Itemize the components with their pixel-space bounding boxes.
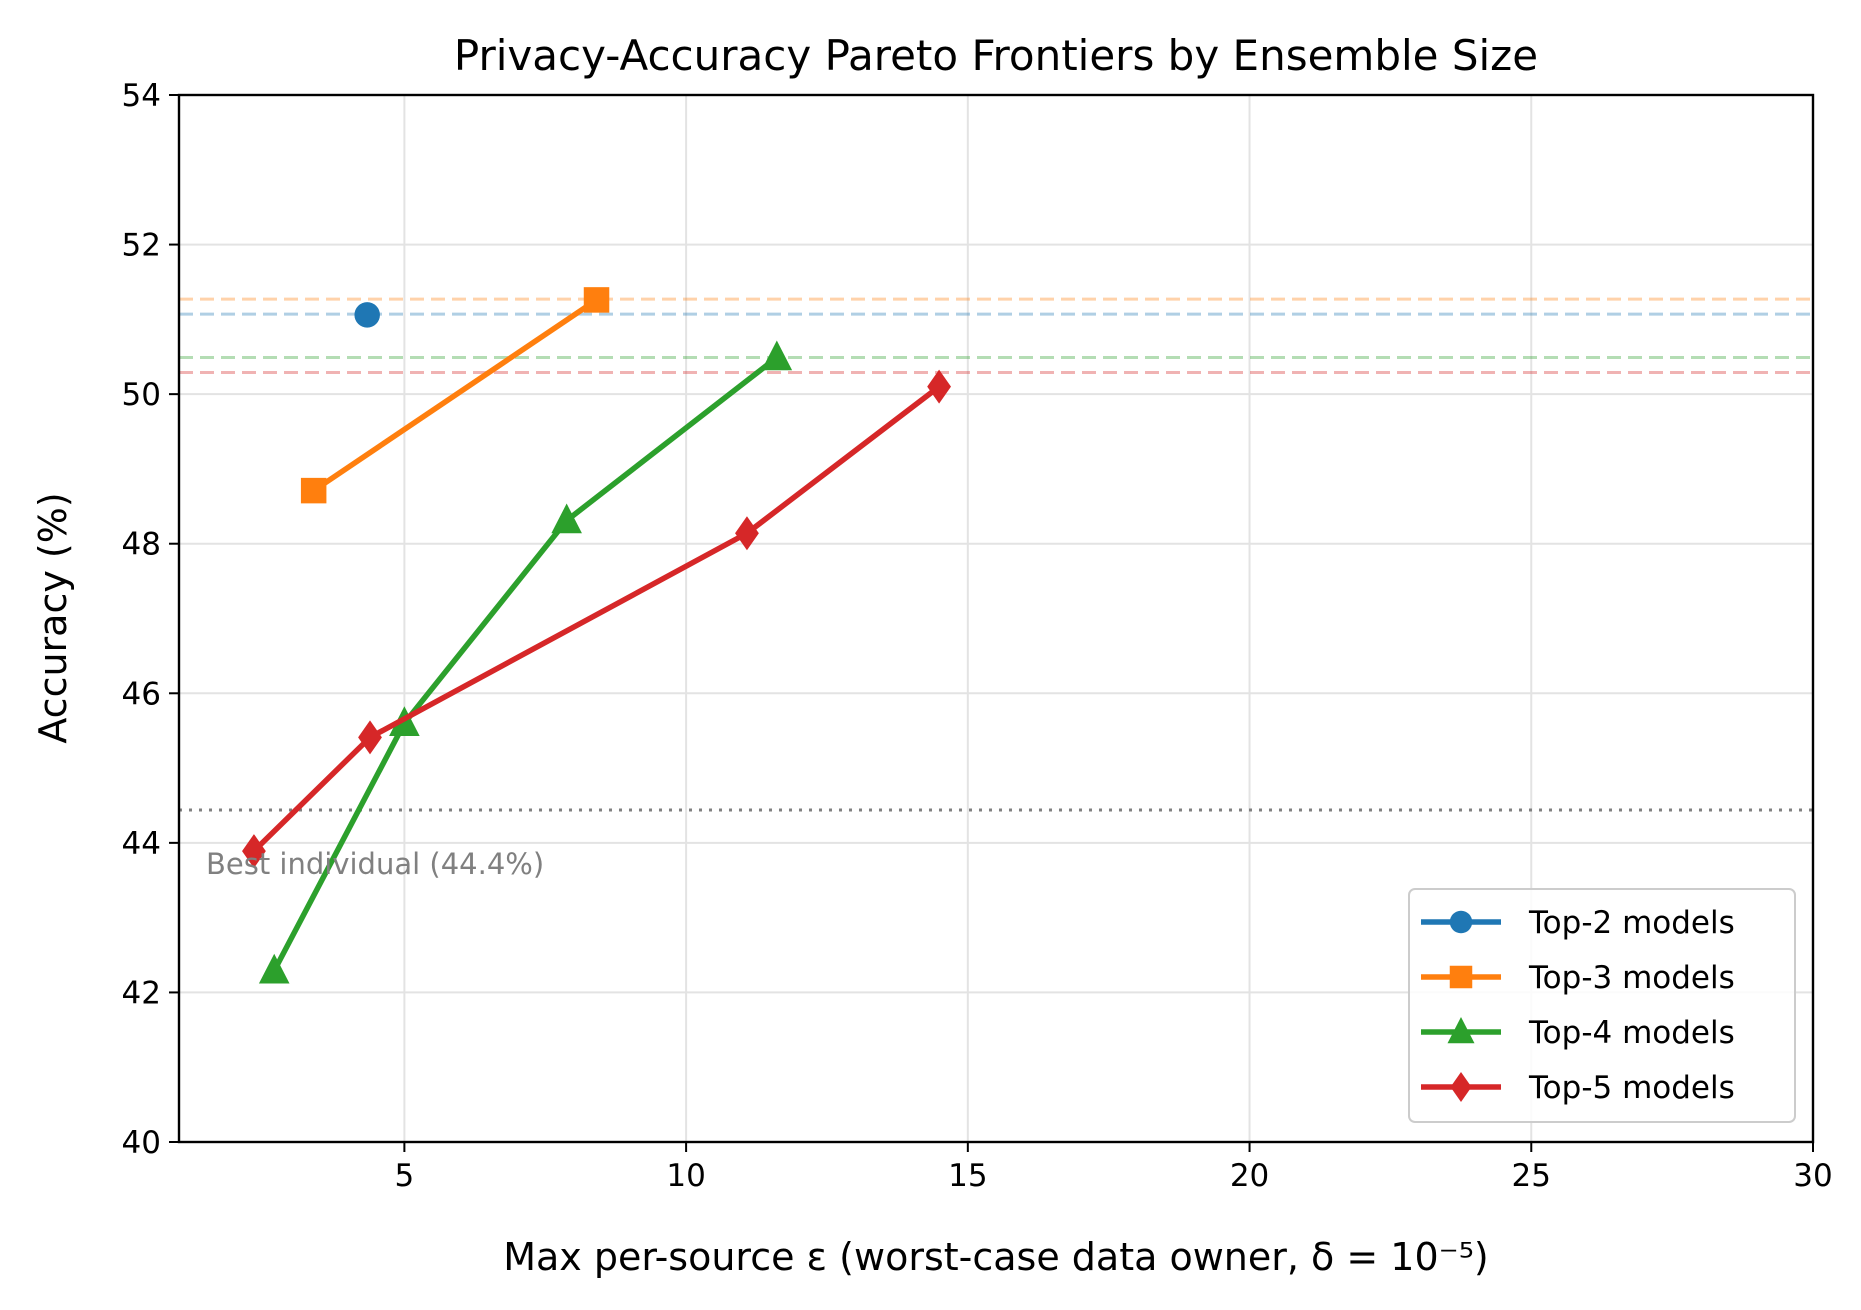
y-tick-label: 44 [122,826,161,862]
chart-title: Privacy-Accuracy Pareto Frontiers by Ens… [454,31,1538,80]
circle-marker [1449,910,1473,934]
series-line [312,297,599,493]
plot-frame [177,93,1815,1144]
y-axis-label: Accuracy (%) [31,492,75,743]
series-top-4-models [258,340,793,984]
triangle-marker [1447,1017,1475,1044]
x-tick-label: 10 [666,1158,705,1194]
y-tick-label: 50 [122,377,161,413]
legend: Top-2 models Top-3 models Top-4 models Top-… [1408,888,1796,1123]
circle-marker [354,302,380,328]
square-marker [583,287,610,313]
series-top-2-models [354,302,380,328]
x-tick-label: 20 [1230,1158,1269,1194]
y-tick-label: 54 [122,78,161,114]
diamond-marker [358,720,382,755]
series-line [252,384,941,854]
legend-label: Top-4 models [1528,1015,1735,1051]
x-tick-label: 30 [1793,1158,1832,1194]
x-tick-label: 5 [395,1158,415,1194]
x-tick-label: 25 [1512,1158,1551,1194]
triangle-marker [551,503,582,534]
ticks: 5 10 15 20 25 30 40 42 44 46 48 50 52 54 [122,78,1833,1194]
x-axis-label: Max per-source ε (worst-case data owner,… [503,1235,1489,1279]
y-tick-label: 48 [122,527,161,563]
legend-label: Top-5 models [1528,1070,1735,1106]
y-tick-label: 46 [122,676,161,712]
reference-lines [179,297,1813,374]
y-tick-label: 42 [122,975,161,1011]
legend-item: Top-4 models [1421,1015,1735,1051]
diamond-marker [242,834,266,869]
series-group [242,287,951,984]
x-tick-label: 15 [948,1158,987,1194]
series-top-3-models [300,287,610,504]
y-tick-label: 40 [122,1125,161,1161]
baseline-label: Best individual (44.4%) [206,847,544,881]
legend-label: Top-2 models [1528,905,1735,941]
square-marker [1449,965,1473,989]
legend-item: Top-2 models [1421,905,1735,941]
diamond-marker [927,369,951,404]
legend-item: Top-5 models [1421,1070,1735,1106]
triangle-marker [258,953,290,984]
diamond-marker [735,516,759,551]
series-line [271,355,779,973]
series-top-5-models [242,369,951,869]
legend-box [1408,888,1796,1123]
triangle-marker [761,340,793,371]
legend-label: Top-3 models [1528,960,1735,996]
square-marker [300,477,327,504]
y-tick-label: 52 [122,228,161,264]
diamond-marker [1450,1072,1472,1102]
legend-item: Top-3 models [1421,960,1735,996]
